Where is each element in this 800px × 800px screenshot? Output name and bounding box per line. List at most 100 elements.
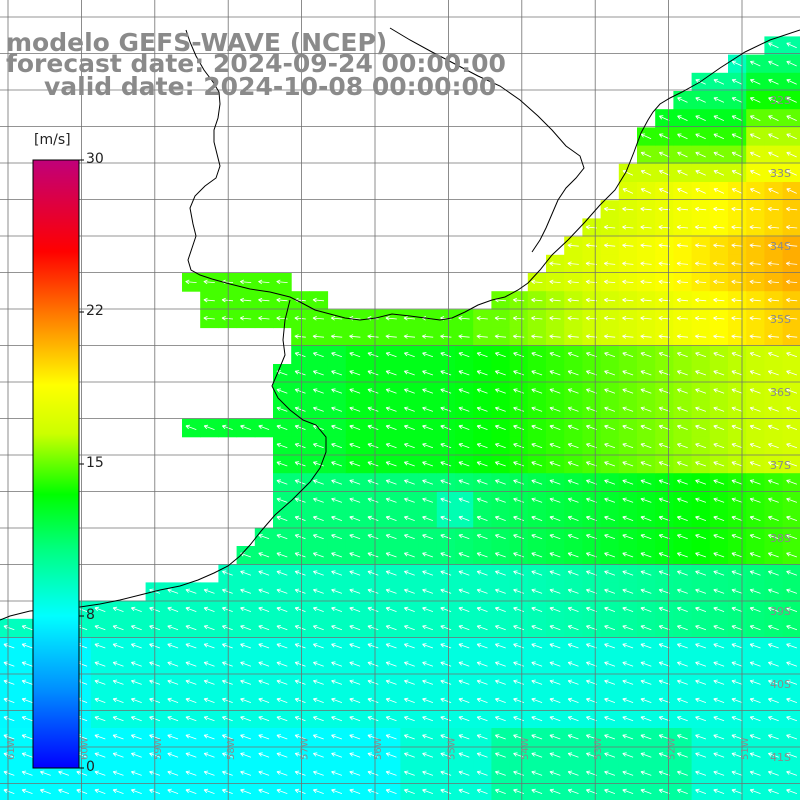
wind-arrow — [131, 697, 142, 703]
wind-arrow — [495, 479, 506, 485]
wind-arrow — [603, 279, 616, 285]
longitude-label: 51W — [740, 737, 751, 760]
wind-arrow — [313, 406, 324, 412]
wind-arrow — [658, 406, 670, 412]
speed-cell — [709, 782, 729, 800]
wind-arrow — [495, 443, 506, 449]
wind-arrow — [658, 734, 670, 740]
wind-arrow — [749, 151, 761, 158]
wind-arrow — [640, 788, 652, 794]
wind-arrow — [640, 243, 652, 248]
wind-arrow — [786, 151, 797, 158]
wind-arrow — [349, 734, 361, 740]
wind-arrow — [404, 406, 415, 412]
wind-arrow — [185, 279, 197, 285]
speed-cell — [455, 782, 474, 800]
wind-arrow — [422, 788, 434, 794]
wind-arrow — [294, 716, 306, 722]
wind-arrow — [731, 78, 743, 85]
wind-arrow — [768, 352, 779, 358]
wind-arrow — [640, 261, 652, 266]
wind-arrow — [240, 643, 252, 649]
wind-arrow — [640, 352, 652, 358]
wind-arrow — [768, 424, 779, 430]
wind-arrow — [549, 515, 561, 521]
wind-arrow — [713, 734, 725, 740]
wind-arrow — [768, 370, 779, 376]
wind-arrow — [422, 443, 434, 449]
wind-arrow — [768, 60, 779, 67]
wind-arrow — [785, 225, 798, 230]
wind-arrow — [404, 679, 415, 685]
wind-arrow — [658, 588, 670, 594]
wind-arrow — [476, 697, 488, 703]
wind-arrow — [677, 406, 688, 412]
wind-arrow — [258, 643, 270, 649]
wind-arrow — [349, 515, 361, 521]
wind-arrow — [3, 661, 15, 667]
wind-arrow — [203, 734, 215, 740]
wind-arrow — [622, 606, 634, 612]
wind-arrow — [622, 552, 634, 558]
wind-arrow — [313, 570, 324, 576]
wind-arrow — [677, 424, 688, 430]
wind-arrow — [440, 770, 452, 776]
wind-arrow — [495, 661, 506, 667]
latitude-label: 35S — [770, 313, 791, 326]
speed-cell — [36, 782, 56, 800]
wind-arrow — [440, 443, 452, 449]
wind-arrow — [367, 424, 379, 430]
wind-arrow — [731, 570, 743, 576]
wind-arrow — [785, 261, 798, 266]
wind-arrow — [567, 697, 579, 703]
wind-arrow — [458, 461, 470, 467]
wind-arrow — [276, 588, 288, 594]
wind-arrow — [658, 151, 670, 158]
wind-arrow — [604, 370, 616, 376]
wind-arrow — [713, 697, 725, 703]
wind-arrow — [622, 279, 634, 285]
speed-cell — [728, 782, 747, 800]
wind-arrow — [512, 316, 525, 321]
wind-arrow — [695, 352, 707, 358]
wind-arrow — [21, 770, 33, 776]
wind-arrow — [749, 497, 761, 503]
colorbar-tick-30: 30 — [86, 151, 104, 167]
wind-arrow — [385, 770, 397, 776]
wind-arrow — [603, 297, 616, 303]
wind-arrow — [622, 679, 634, 685]
wind-arrow — [495, 552, 506, 558]
wind-arrow — [94, 716, 106, 722]
wind-arrow — [604, 752, 616, 758]
wind-arrow — [422, 752, 434, 758]
wind-arrow — [640, 515, 652, 521]
wind-arrow — [694, 334, 707, 339]
speed-cell — [655, 782, 674, 800]
wind-arrow — [603, 261, 616, 266]
wind-arrow — [440, 479, 452, 485]
wind-arrow — [531, 406, 543, 412]
wind-arrow — [768, 406, 779, 412]
wind-arrow — [185, 752, 197, 758]
wind-arrow — [258, 697, 270, 703]
wind-arrow — [567, 534, 579, 540]
wind-arrow — [713, 570, 725, 576]
wind-arrow — [731, 115, 743, 121]
wind-arrow — [294, 515, 306, 521]
wind-arrow — [658, 188, 670, 194]
wind-arrow — [768, 679, 779, 685]
wind-arrow — [331, 406, 343, 412]
wind-arrow — [604, 588, 616, 594]
wind-arrow — [495, 679, 506, 685]
wind-arrow — [258, 679, 270, 685]
wind-arrow — [367, 716, 379, 722]
wind-arrow — [331, 752, 343, 758]
wind-arrow — [422, 770, 434, 776]
wind-arrow — [258, 770, 270, 776]
wind-arrow — [603, 243, 616, 248]
wind-arrow — [622, 515, 634, 521]
wind-arrow — [367, 606, 379, 612]
wind-arrow — [713, 115, 725, 121]
wind-arrow — [640, 443, 652, 449]
wind-arrow — [331, 370, 343, 376]
